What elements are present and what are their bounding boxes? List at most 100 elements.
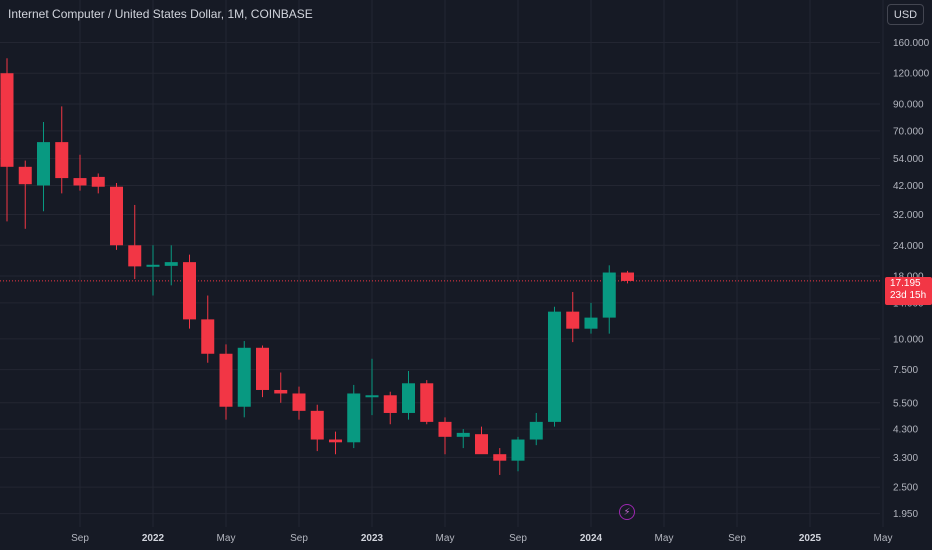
x-tick-label: Sep — [509, 533, 527, 544]
candle — [475, 426, 488, 455]
x-tick-label: 2025 — [799, 533, 822, 544]
candle-body — [18, 166, 32, 185]
candle — [438, 417, 452, 455]
candle-body — [110, 186, 123, 246]
candle — [91, 173, 105, 194]
candle — [566, 292, 580, 343]
candle-body — [548, 311, 561, 422]
candle — [219, 344, 233, 420]
candle-body — [91, 176, 105, 187]
candle — [18, 160, 32, 229]
x-tick-label: 2022 — [142, 533, 165, 544]
candle — [73, 154, 87, 191]
candle-body — [383, 395, 397, 413]
candle — [237, 341, 251, 418]
candle — [274, 372, 288, 403]
candle-body — [55, 142, 69, 179]
x-tick-label: Sep — [728, 533, 746, 544]
candle-body — [493, 454, 507, 461]
candle-body — [420, 383, 434, 422]
candle — [201, 295, 215, 363]
candle — [347, 384, 361, 449]
y-tick-label: 1.950 — [893, 509, 918, 520]
candle — [621, 270, 634, 284]
y-tick-label: 42.000 — [893, 181, 924, 192]
candle — [292, 386, 306, 420]
candle — [584, 302, 598, 334]
candle — [0, 58, 14, 222]
candle — [183, 254, 196, 329]
x-tick-label: May — [436, 533, 455, 544]
y-tick-label: 90.000 — [893, 99, 924, 110]
x-tick-label: 2024 — [580, 533, 603, 544]
candle-body — [347, 393, 361, 443]
candle-body — [621, 272, 634, 281]
candle-body — [128, 245, 142, 267]
candle — [55, 106, 69, 194]
y-tick-label: 160.000 — [893, 38, 930, 49]
currency-button[interactable]: USD — [887, 4, 924, 25]
y-tick-label: 4.300 — [893, 425, 918, 436]
candle-body — [475, 434, 488, 455]
candle — [110, 182, 123, 250]
y-tick-label: 54.000 — [893, 154, 924, 165]
candle — [256, 345, 269, 398]
candle-body — [292, 393, 306, 411]
candle — [365, 358, 379, 416]
y-tick-label: 10.000 — [893, 334, 924, 345]
last-price-label: 17.195 23d 15h — [885, 277, 932, 305]
candle-body — [329, 439, 342, 443]
x-tick-label: May — [217, 533, 236, 544]
candle-body — [584, 317, 598, 329]
candle — [529, 412, 543, 446]
candle-body — [511, 439, 525, 461]
x-tick-label: May — [655, 533, 674, 544]
y-tick-label: 2.500 — [893, 483, 918, 494]
bar-countdown: 23d 15h — [890, 290, 927, 301]
candle-body — [256, 347, 269, 390]
candle-body — [274, 389, 288, 394]
candle-body — [0, 73, 14, 167]
last-price-value: 17.195 — [890, 278, 921, 289]
candle-body — [529, 421, 543, 440]
lightning-icon[interactable]: ⚡ — [619, 504, 635, 520]
candle — [511, 436, 525, 472]
candle-body — [201, 319, 215, 354]
candle-body — [183, 262, 196, 320]
x-tick-label: 2023 — [361, 533, 384, 544]
symbol-title: Internet Computer / United States Dollar… — [8, 7, 313, 21]
y-tick-label: 5.500 — [893, 398, 918, 409]
candle-body — [164, 262, 178, 266]
candle-body — [37, 142, 50, 186]
candle-body — [219, 353, 233, 407]
candle — [420, 380, 434, 425]
y-tick-label: 7.500 — [893, 365, 918, 376]
candle-body — [456, 432, 470, 437]
candle-body — [310, 410, 324, 440]
candle-body — [602, 272, 616, 318]
candles — [0, 58, 634, 475]
candle-body — [146, 264, 160, 267]
candle — [548, 306, 561, 427]
x-axis-labels: Sep 2022 May Sep 2023 May Sep 2024 May Sep 2025 May — [71, 533, 892, 544]
y-tick-label: 120.000 — [893, 69, 930, 80]
candle — [456, 429, 470, 449]
y-tick-label: 32.000 — [893, 210, 924, 221]
y-tick-label: 70.000 — [893, 126, 924, 137]
candle-body — [438, 421, 452, 437]
candle — [128, 204, 142, 280]
x-tick-label: Sep — [290, 533, 308, 544]
candle — [164, 245, 178, 286]
candle — [602, 265, 616, 334]
candle-body — [237, 347, 251, 407]
candle-body — [566, 311, 580, 329]
x-tick-label: Sep — [71, 533, 89, 544]
candle — [493, 448, 507, 475]
y-tick-label: 24.000 — [893, 241, 924, 252]
candle — [402, 371, 415, 420]
candle-body — [73, 178, 87, 186]
candle-body — [402, 383, 415, 413]
x-tick-label: May — [874, 533, 893, 544]
candle — [329, 431, 342, 455]
